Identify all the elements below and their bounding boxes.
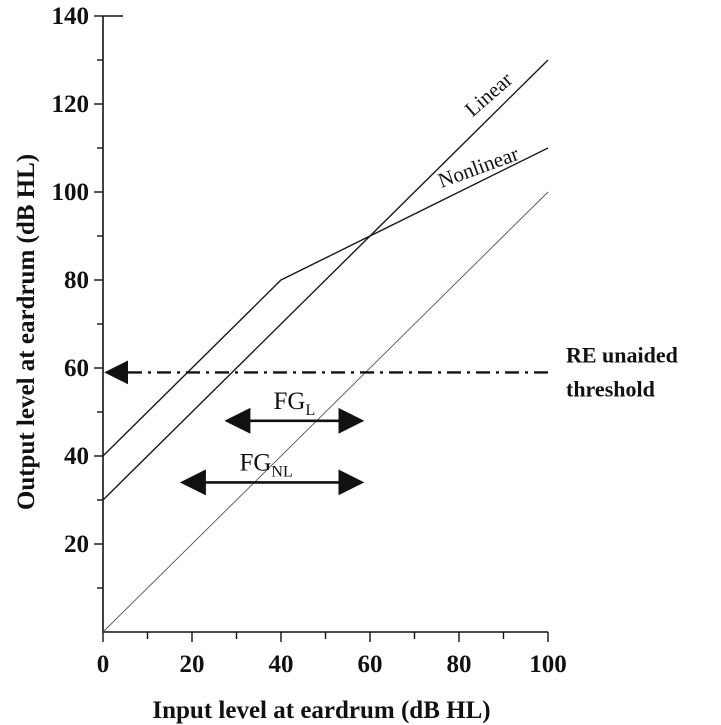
series-lines [102,59,549,633]
annotations [104,360,548,496]
x-tick-label: 100 [529,651,567,678]
y-tick-label: 40 [64,443,89,470]
threshold-label-line1: RE unaided [566,342,678,367]
series-line-nonlinear [102,147,549,457]
x-axis-title: Input level at eardrum (dB HL) [152,697,490,724]
x-tick-label: 80 [447,651,472,678]
y-tick-label: 60 [64,355,89,382]
x-tick-label: 0 [97,651,110,678]
labels: Input level at eardrum (dB HL) Output lev… [13,67,678,724]
series-line-linear [102,59,549,501]
y-tick-label: 20 [64,531,89,558]
fg-label-l: FGL [273,388,315,419]
y-tick-label: 100 [52,179,90,206]
y-tick-label: 120 [52,91,90,118]
series-label-nonlinear: Nonlinear [435,141,522,192]
x-tick-label: 20 [180,651,205,678]
y-tick-label: 80 [64,267,89,294]
x-tick-label: 60 [358,651,383,678]
axes: 20 40 60 80 100 120 140 0 20 40 60 80 100 [52,3,567,678]
threshold-label-line2: threshold [566,376,655,401]
series-label-linear: Linear [460,67,517,121]
y-tick-label: 140 [52,3,90,30]
fg-label-nl: FGNL [239,449,292,480]
x-tick-label: 40 [269,651,294,678]
y-axis-title: Output level at eardrum (dB HL) [13,154,40,510]
